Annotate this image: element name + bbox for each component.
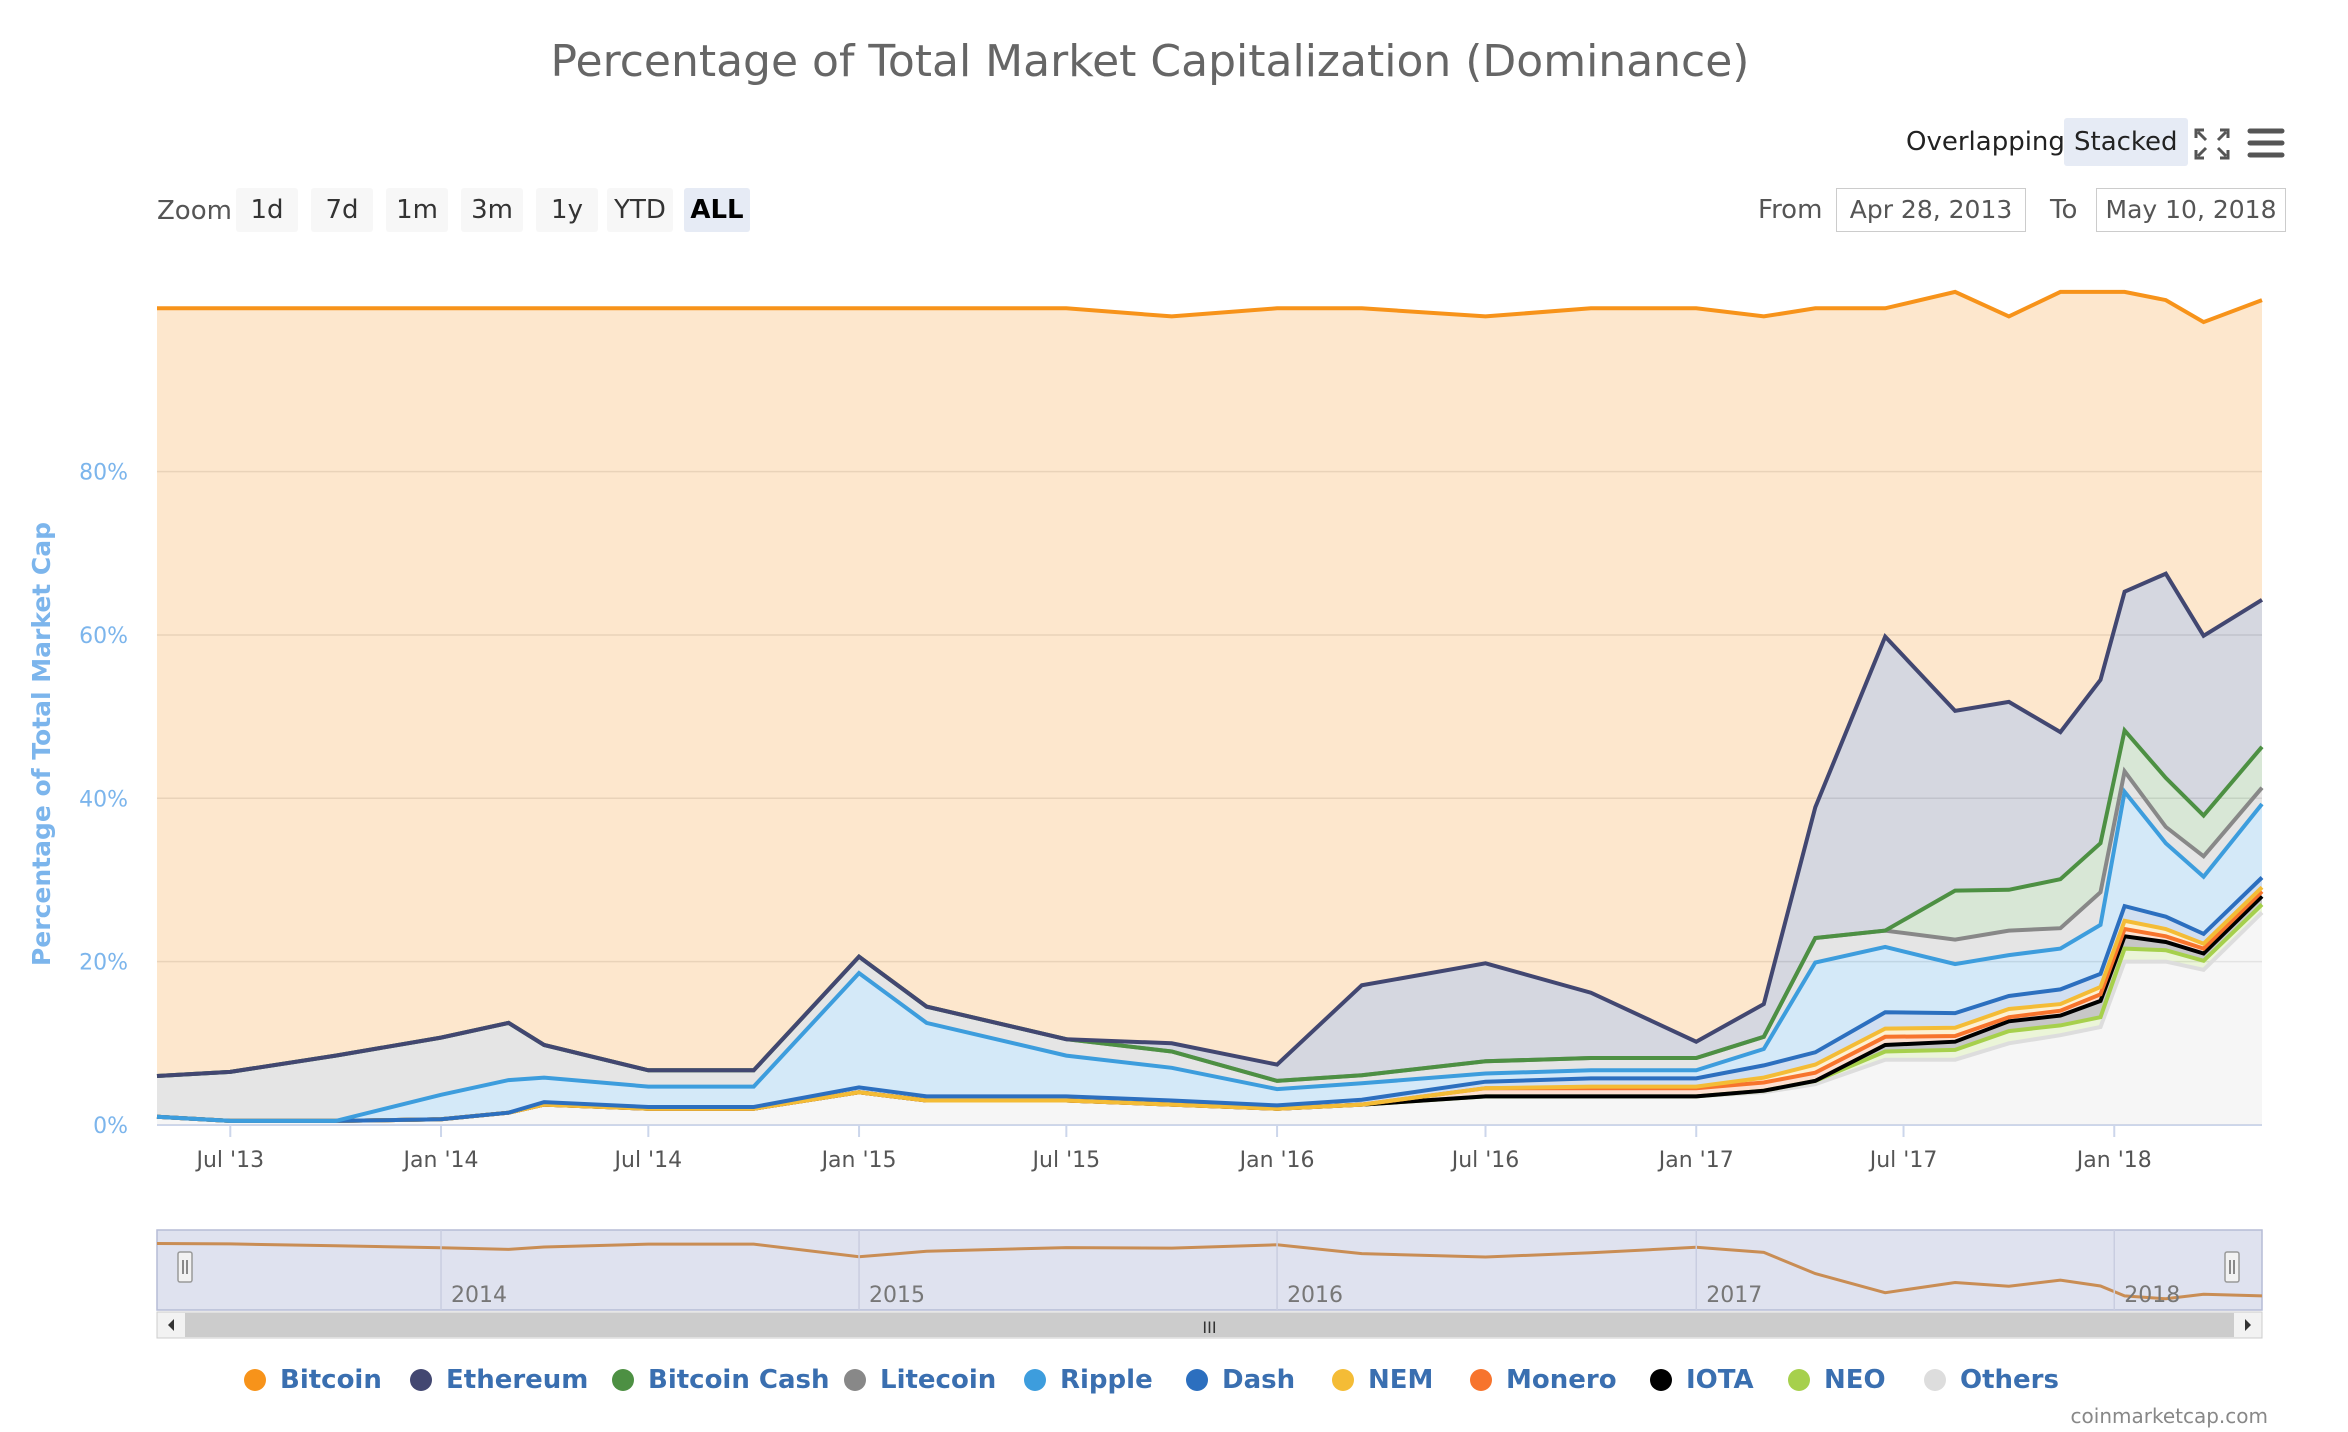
navigator-year-label: 2015 [869,1283,925,1308]
y-tick-label: 80% [79,461,128,486]
y-tick-label: 0% [93,1114,128,1139]
legend-marker-icon [1470,1369,1492,1391]
legend-item-ripple[interactable]: Ripple [1024,1360,1153,1400]
zoom-all-button[interactable]: ALL [684,188,750,232]
legend-label: Bitcoin Cash [648,1365,830,1395]
to-label: To [2050,195,2078,225]
legend-item-bitcoin-cash[interactable]: Bitcoin Cash [612,1360,830,1400]
legend-item-bitcoin[interactable]: Bitcoin [244,1360,382,1400]
x-tick-label: Jan '15 [820,1148,897,1173]
legend-marker-icon [612,1369,634,1391]
scroll-left-arrow[interactable] [168,1319,174,1331]
scrollbar-thumb[interactable] [185,1313,2234,1337]
navigator-mask [156,1229,2263,1311]
zoom-7d-button[interactable]: 7d [311,188,373,232]
to-date-input[interactable]: May 10, 2018 [2096,188,2286,232]
legend: Bitcoin Ethereum Bitcoin Cash Litecoin Rippl… [0,1360,2100,1400]
legend-marker-icon [1924,1369,1946,1391]
fullscreen-icon[interactable] [2194,128,2230,160]
from-label: From [1758,195,1823,225]
x-tick-label: Jan '18 [2075,1148,2152,1173]
x-tick-label: Jul '13 [195,1148,265,1173]
legend-item-nem[interactable]: NEM [1332,1360,1433,1400]
legend-label: NEO [1824,1365,1886,1395]
legend-marker-icon [410,1369,432,1391]
legend-label: Ethereum [446,1365,589,1395]
navigator-year-label: 2014 [451,1283,507,1308]
plot-area [157,300,2262,1125]
bitcoin-area [157,291,2262,1076]
navigator[interactable]: 2014 2015 2016 2017 2018 III [156,1229,2263,1339]
x-tick-label: Jul '14 [613,1148,683,1173]
navigator-year-label: 2017 [1706,1283,1762,1308]
y-axis-title: Percentage of Total Market Cap [27,522,56,966]
overlapping-button[interactable]: Overlapping [1906,127,2065,157]
y-tick-label: 20% [79,951,128,976]
x-tick-label: Jul '16 [1450,1148,1520,1173]
y-tick-label: 60% [79,624,128,649]
navigator-year-label: 2018 [2124,1283,2180,1308]
legend-item-litecoin[interactable]: Litecoin [844,1360,996,1400]
legend-label: Ripple [1060,1365,1153,1395]
zoom-ytd-button[interactable]: YTD [607,188,673,232]
scroll-right-arrow[interactable] [2245,1319,2251,1331]
x-tick-label: Jan '16 [1238,1148,1315,1173]
navigator-series-line [156,1242,2263,1301]
legend-marker-icon [1186,1369,1208,1391]
dash-line[interactable] [156,876,2264,1123]
zoom-1m-button[interactable]: 1m [386,188,448,232]
navigator-year-label: 2016 [1287,1283,1343,1308]
legend-item-dash[interactable]: Dash [1186,1360,1295,1400]
stacked-button[interactable]: Stacked [2064,118,2188,166]
legend-label: NEM [1368,1365,1434,1395]
legend-marker-icon [1332,1369,1354,1391]
legend-label: IOTA [1686,1365,1754,1395]
ethereum-area [157,573,2262,1081]
x-tick-label: Jul '17 [1868,1148,1938,1173]
from-date-input[interactable]: Apr 28, 2013 [1836,188,2026,232]
legend-marker-icon [1024,1369,1046,1391]
legend-item-neo[interactable]: NEO [1788,1360,1886,1400]
legend-label: Bitcoin [280,1365,382,1395]
legend-label: Dash [1222,1365,1296,1395]
legend-marker-icon [1650,1369,1672,1391]
others-area [157,912,2262,1125]
scrollbar-grip[interactable]: III [1202,1318,1216,1337]
ripple-line[interactable] [156,787,2264,1123]
legend-item-monero[interactable]: Monero [1470,1360,1617,1400]
scrollbar[interactable]: III [156,1311,2263,1339]
credit-link[interactable]: coinmarketcap.com [2070,1404,2268,1428]
bitcoin-line[interactable] [157,289,2263,325]
legend-label: Litecoin [880,1365,997,1395]
zoom-label: Zoom [157,196,232,226]
chart-title: Percentage of Total Market Capitalizatio… [550,36,1750,87]
legend-item-others[interactable]: Others [1924,1360,2059,1400]
legend-label: Others [1960,1365,2059,1395]
y-tick-label: 40% [79,787,128,812]
x-tick-label: Jan '17 [1657,1148,1734,1173]
ethereum-line[interactable] [156,571,2264,1078]
legend-item-ethereum[interactable]: Ethereum [410,1360,588,1400]
legend-item-iota[interactable]: IOTA [1650,1360,1754,1400]
legend-marker-icon [844,1369,866,1391]
legend-label: Monero [1506,1365,1617,1395]
x-tick-label: Jul '15 [1031,1148,1101,1173]
menu-icon[interactable] [2246,126,2286,160]
zoom-3m-button[interactable]: 3m [461,188,523,232]
navigator-right-handle[interactable] [2224,1251,2240,1283]
navigator-left-handle[interactable] [177,1251,193,1283]
litecoin-area [157,771,2262,1121]
x-tick-label: Jan '14 [402,1148,479,1173]
zoom-1y-button[interactable]: 1y [536,188,598,232]
legend-marker-icon [1788,1369,1810,1391]
zoom-1d-button[interactable]: 1d [236,188,298,232]
legend-marker-icon [244,1369,266,1391]
